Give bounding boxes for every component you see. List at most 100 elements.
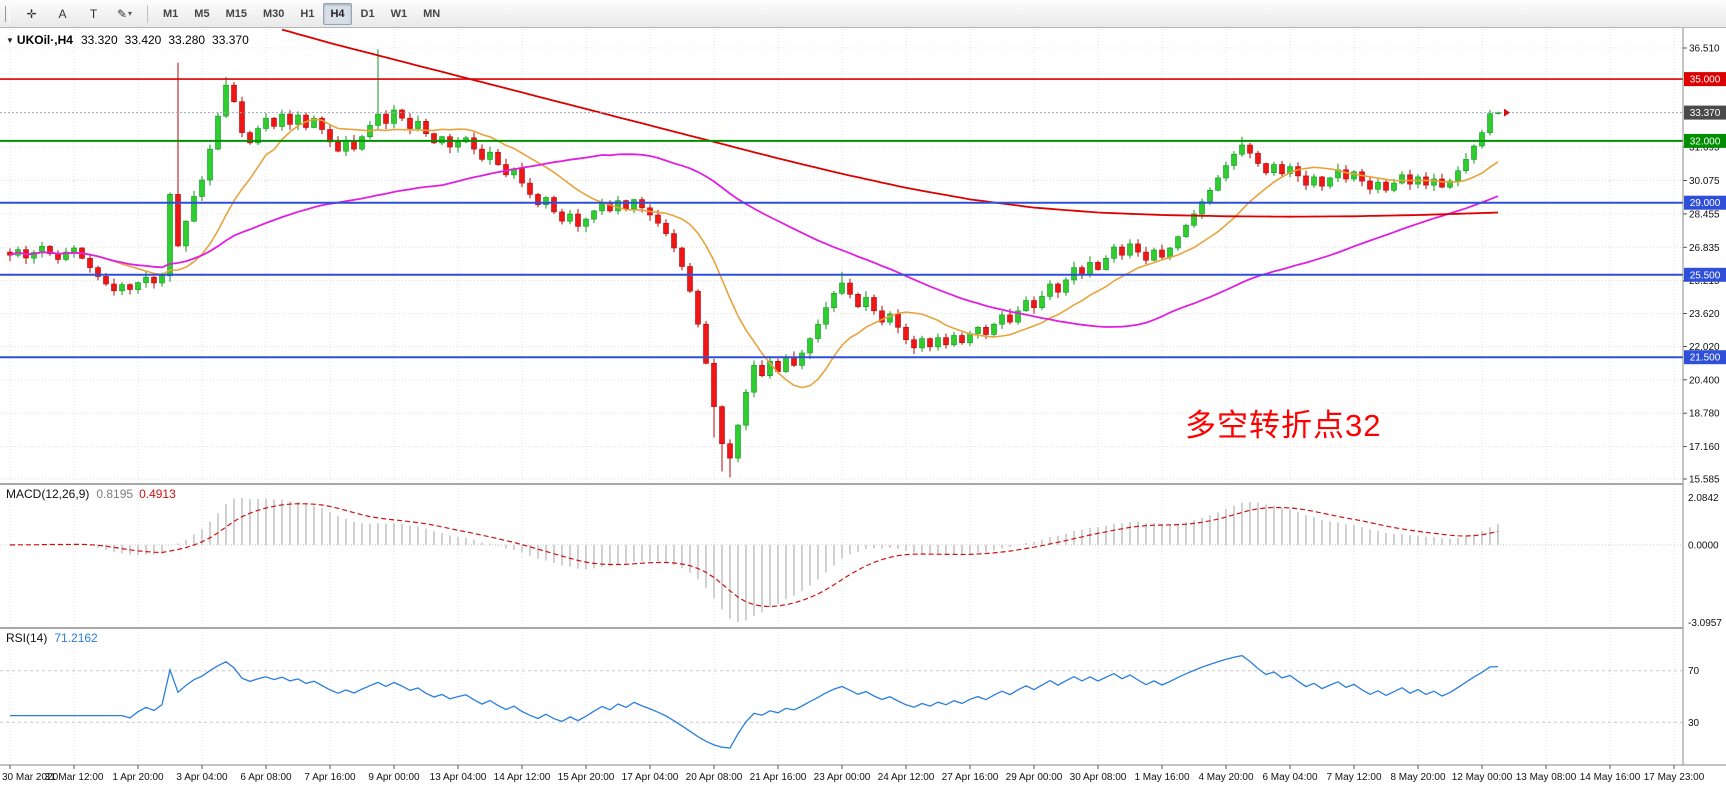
candle-body bbox=[223, 84, 229, 117]
candle-body bbox=[1071, 267, 1077, 281]
panel-separator[interactable] bbox=[0, 483, 1726, 485]
date-label: 20 Apr 08:00 bbox=[686, 772, 743, 783]
candle-body bbox=[175, 194, 181, 247]
date-label: 24 Apr 12:00 bbox=[878, 772, 935, 783]
last-price-marker-icon bbox=[1504, 108, 1510, 117]
crosshair-button[interactable]: ✛ bbox=[26, 6, 37, 21]
macd-signal-value: 0.4913 bbox=[139, 487, 176, 501]
macd-signal-line bbox=[9, 503, 1499, 608]
candle-body bbox=[591, 210, 597, 220]
timeframe-button-h4[interactable]: H4 bbox=[323, 2, 352, 25]
toolbar-grip[interactable] bbox=[5, 5, 10, 22]
candle-body bbox=[847, 282, 853, 295]
level-lines-layer bbox=[0, 78, 1683, 359]
candle-body bbox=[799, 352, 805, 366]
date-label: 15 Apr 20:00 bbox=[558, 772, 615, 783]
draw-tools-button[interactable]: ✎ ▾ bbox=[116, 6, 133, 21]
chart-canvas[interactable]: 36.51031.69530.07528.45526.83525.21523.6… bbox=[0, 28, 1726, 788]
timeframe-button-w1[interactable]: W1 bbox=[390, 7, 408, 20]
chart-expander-icon[interactable]: ▼ bbox=[6, 36, 14, 45]
price-tick-label: 15.585 bbox=[1689, 475, 1720, 486]
candle-body bbox=[231, 84, 237, 103]
chart-text-annotation[interactable]: 多空转折点32 bbox=[1185, 408, 1382, 443]
candle-body bbox=[151, 276, 157, 284]
timeframe-button-h1[interactable]: H1 bbox=[300, 7, 315, 20]
candle-body bbox=[711, 362, 717, 407]
candle-body bbox=[1447, 180, 1453, 188]
candle-body bbox=[1367, 180, 1373, 190]
ma-fast-line bbox=[9, 118, 1499, 389]
price-badge-label: 33.370 bbox=[1690, 108, 1721, 119]
toolbar: ✛ A T ✎ ▾ M1 M5 M15 M30 H1 H4 D1 W1 MN bbox=[0, 0, 1726, 28]
price-axis-background[interactable] bbox=[1683, 28, 1726, 765]
time-axis-background[interactable] bbox=[0, 765, 1726, 788]
price-badge-label: 25.500 bbox=[1690, 270, 1721, 281]
candle-body bbox=[1399, 174, 1405, 184]
candle-body bbox=[839, 282, 845, 294]
candle-body bbox=[951, 335, 957, 346]
candle-body bbox=[1431, 178, 1437, 186]
timeframe-button-m30[interactable]: M30 bbox=[262, 7, 285, 20]
candle-body bbox=[615, 200, 621, 212]
candle-body bbox=[239, 101, 245, 133]
rsi-value: 71.2162 bbox=[54, 631, 98, 645]
macd-main-value: 0.8195 bbox=[96, 487, 134, 501]
candle-body bbox=[1327, 177, 1333, 187]
candle-body bbox=[1159, 249, 1165, 258]
timeframe-button-mn[interactable]: MN bbox=[423, 7, 441, 20]
dropdown-caret-icon: ▾ bbox=[128, 9, 133, 18]
timeframe-button-m15[interactable]: M15 bbox=[225, 7, 247, 20]
candle-body bbox=[47, 246, 53, 255]
candle-body bbox=[1127, 243, 1133, 256]
candle-body bbox=[751, 365, 757, 393]
date-label: 6 May 04:00 bbox=[1262, 772, 1317, 783]
candle-body bbox=[87, 258, 93, 268]
candle-body bbox=[375, 113, 381, 126]
candle-body bbox=[279, 113, 285, 127]
candle-body bbox=[1455, 170, 1461, 182]
candle-body bbox=[687, 266, 693, 292]
arrow-tool-button[interactable]: A bbox=[58, 6, 67, 21]
candle-body bbox=[1375, 181, 1381, 190]
candle-body bbox=[1119, 246, 1125, 256]
date-label: 3 Apr 04:00 bbox=[176, 772, 228, 783]
candle-body bbox=[583, 218, 589, 227]
timeframe-button-m5[interactable]: M5 bbox=[194, 7, 210, 20]
candle-body bbox=[927, 338, 933, 348]
price-tick-label: 18.780 bbox=[1689, 409, 1720, 420]
candle-body bbox=[639, 199, 645, 209]
candle-body bbox=[1111, 246, 1117, 259]
candle-body bbox=[63, 251, 69, 260]
candle-body bbox=[903, 326, 909, 340]
date-label: 8 May 20:00 bbox=[1390, 772, 1445, 783]
candle-body bbox=[463, 137, 469, 143]
candle-body bbox=[191, 196, 197, 222]
price-badge bbox=[1684, 133, 1726, 148]
candle-body bbox=[415, 121, 421, 129]
date-label: 1 Apr 20:00 bbox=[112, 772, 164, 783]
candle-body bbox=[743, 391, 749, 426]
candle-body bbox=[1199, 201, 1205, 215]
price-badge bbox=[1684, 105, 1726, 120]
rsi-scale-label: 70 bbox=[1688, 666, 1700, 677]
toolbar-separator bbox=[147, 4, 148, 23]
candle-body bbox=[319, 117, 325, 130]
candle-body bbox=[935, 337, 941, 348]
date-label: 13 Apr 04:00 bbox=[430, 772, 487, 783]
price-badge bbox=[1684, 72, 1726, 87]
text-tool-button[interactable]: T bbox=[89, 6, 98, 21]
timeframe-button-m1[interactable]: M1 bbox=[163, 7, 179, 20]
candle-body bbox=[727, 443, 733, 459]
candle-body bbox=[1295, 166, 1301, 177]
macd-scale-max: 2.0842 bbox=[1688, 493, 1719, 504]
candle-body bbox=[1231, 153, 1237, 166]
timeframe-button-d1[interactable]: D1 bbox=[360, 7, 375, 20]
panel-separator[interactable] bbox=[0, 627, 1726, 629]
date-label: 1 May 16:00 bbox=[1134, 772, 1189, 783]
candle-body bbox=[567, 213, 573, 222]
date-label: 31 Mar 12:00 bbox=[45, 772, 104, 783]
ma-long-line bbox=[281, 28, 1499, 218]
candle-body bbox=[143, 276, 149, 283]
candle-body bbox=[1143, 251, 1149, 261]
candle-body bbox=[735, 424, 741, 459]
